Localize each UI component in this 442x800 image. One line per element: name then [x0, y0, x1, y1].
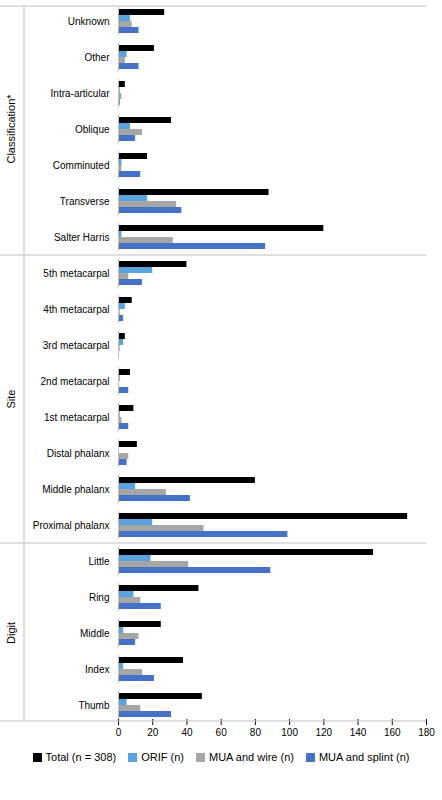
html-text:ORIF (n): ORIF (n): [141, 751, 184, 763]
svg-text:Unknown: Unknown: [68, 16, 110, 27]
svg-text:Transverse: Transverse: [60, 196, 110, 207]
svg-text:60: 60: [216, 727, 228, 738]
svg-text:Salter Harris: Salter Harris: [54, 232, 110, 243]
svg-text:Middle: Middle: [80, 628, 110, 639]
html-text:MUA and wire (n): MUA and wire (n): [209, 751, 294, 763]
svg-text:120: 120: [315, 727, 332, 738]
svg-text:3rd metacarpal: 3rd metacarpal: [43, 340, 110, 351]
html-text:Total (n = 308): Total (n = 308): [45, 751, 117, 763]
svg-text:Classification*: Classification*: [5, 94, 17, 164]
svg-text:40: 40: [181, 727, 193, 738]
svg-text:5th metacarpal: 5th metacarpal: [43, 268, 109, 279]
svg-text:Little: Little: [88, 556, 110, 567]
html-text:MUA and splint (n): MUA and splint (n): [319, 751, 410, 763]
svg-text:Index: Index: [85, 664, 109, 675]
svg-text:Intra-articular: Intra-articular: [51, 88, 111, 99]
svg-text:2nd metacarpal: 2nd metacarpal: [41, 376, 110, 387]
svg-text:Site: Site: [5, 390, 17, 409]
svg-text:0: 0: [116, 727, 122, 738]
svg-text:4th metacarpal: 4th metacarpal: [43, 304, 109, 315]
svg-text:Thumb: Thumb: [78, 700, 110, 711]
svg-text:Other: Other: [84, 52, 110, 63]
svg-text:Proximal phalanx: Proximal phalanx: [33, 520, 110, 531]
svg-text:Middle phalanx: Middle phalanx: [42, 484, 109, 495]
svg-text:140: 140: [350, 727, 367, 738]
svg-text:Digit: Digit: [5, 622, 17, 644]
svg-text:20: 20: [147, 727, 159, 738]
svg-text:100: 100: [281, 727, 298, 738]
svg-text:Oblique: Oblique: [75, 124, 110, 135]
svg-text:180: 180: [418, 727, 435, 738]
svg-text:Ring: Ring: [89, 592, 110, 603]
svg-text:160: 160: [384, 727, 401, 738]
svg-text:Distal phalanx: Distal phalanx: [47, 448, 110, 459]
svg-text:80: 80: [250, 727, 262, 738]
svg-text:Comminuted: Comminuted: [53, 160, 110, 171]
svg-text:1st metacarpal: 1st metacarpal: [44, 412, 110, 423]
